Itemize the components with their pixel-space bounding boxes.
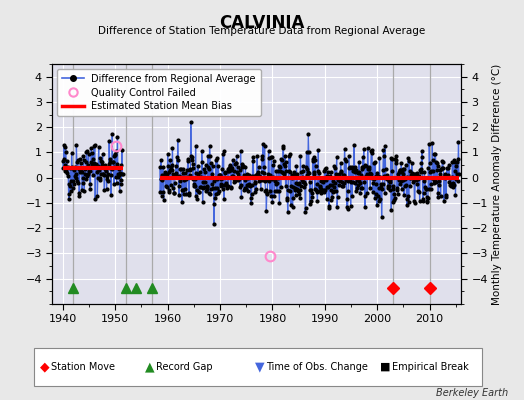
Text: ■: ■ xyxy=(380,362,390,372)
Text: Time of Obs. Change: Time of Obs. Change xyxy=(266,362,368,372)
Text: ◆: ◆ xyxy=(40,360,49,374)
Y-axis label: Monthly Temperature Anomaly Difference (°C): Monthly Temperature Anomaly Difference (… xyxy=(492,63,502,305)
Text: Empirical Break: Empirical Break xyxy=(392,362,468,372)
Text: ▼: ▼ xyxy=(255,360,264,374)
Text: Difference of Station Temperature Data from Regional Average: Difference of Station Temperature Data f… xyxy=(99,26,425,36)
Text: Station Move: Station Move xyxy=(51,362,115,372)
Text: Record Gap: Record Gap xyxy=(156,362,213,372)
Text: CALVINIA: CALVINIA xyxy=(220,14,304,32)
Legend: Difference from Regional Average, Quality Control Failed, Estimated Station Mean: Difference from Regional Average, Qualit… xyxy=(57,69,260,116)
Text: Berkeley Earth: Berkeley Earth xyxy=(436,388,508,398)
Text: ▲: ▲ xyxy=(145,360,154,374)
